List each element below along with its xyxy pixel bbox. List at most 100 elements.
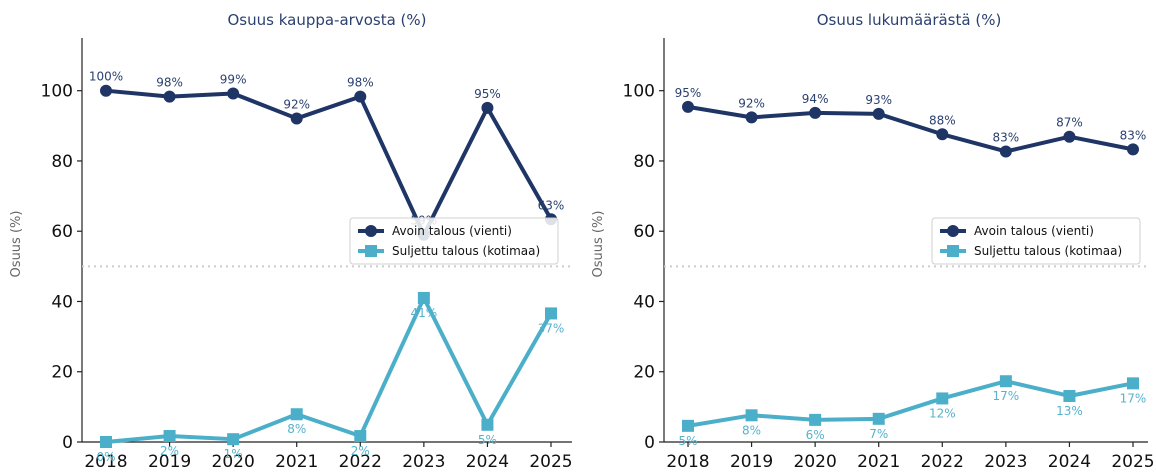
legend-box: [349, 217, 559, 265]
data-point-open: [745, 111, 758, 124]
y-tick-label: 100: [41, 82, 73, 102]
data-point-open: [1127, 143, 1139, 156]
legend: Avoin talous (vienti) Suljettu talous (ko…: [349, 217, 559, 265]
legend-label-closed: Suljettu talous (kotimaa): [974, 244, 1122, 258]
legend-label-open: Avoin talous (vienti): [974, 224, 1094, 238]
data-label-closed: 41%: [411, 306, 438, 320]
data-point-closed: [1063, 389, 1076, 402]
y-tick-label: 20: [51, 363, 73, 383]
y-tick-label: 60: [633, 222, 655, 242]
data-label-closed: 7%: [869, 427, 888, 441]
data-label-open: 100%: [89, 70, 123, 84]
x-tick-label: 2020: [212, 452, 255, 472]
data-label-closed: 17%: [1120, 391, 1147, 405]
data-label-open: 92%: [738, 96, 765, 110]
data-point-closed: [100, 436, 112, 448]
data-label-closed: 5%: [478, 433, 497, 447]
y-tick-label: 20: [633, 363, 655, 383]
y-tick-label: 40: [51, 292, 73, 312]
data-point-closed: [1127, 377, 1139, 390]
series-line-closed: [105, 295, 553, 444]
data-point-closed: [745, 409, 758, 422]
data-point-open: [163, 90, 176, 103]
data-label-closed: 13%: [1056, 404, 1083, 418]
data-point-closed: [809, 413, 822, 426]
data-label-closed: 0%: [96, 450, 115, 464]
data-label-open: 83%: [993, 130, 1020, 144]
data-point-open: [100, 84, 112, 97]
x-tick-label: 2023: [402, 452, 445, 472]
x-tick-label: 2022: [921, 452, 964, 472]
data-point-closed: [545, 307, 557, 320]
legend: Avoin talous (vienti) Suljettu talous (ko…: [931, 217, 1141, 265]
data-point-open: [354, 90, 367, 103]
data-label-open: 63%: [538, 198, 565, 212]
data-label-closed: 1%: [224, 447, 243, 461]
data-point-closed: [999, 375, 1012, 388]
x-tick-label: 2018: [666, 452, 709, 472]
data-point-closed: [417, 291, 430, 304]
y-tick-label: 0: [644, 433, 655, 453]
x-tick-label: 2025: [1111, 452, 1154, 472]
data-label-open: 83%: [1120, 128, 1147, 142]
data-label-open: 88%: [929, 113, 956, 127]
legend-label-open: Avoin talous (vienti): [392, 224, 512, 238]
data-point-closed: [163, 430, 176, 443]
chart-panel-2: Osuus lukumäärästä (%) 0 20 40 60 80 100 2018 20…: [591, 11, 1155, 472]
data-point-closed: [290, 408, 303, 421]
legend-marker-open: [365, 225, 377, 237]
data-point-closed: [682, 419, 694, 432]
data-label-closed: 2%: [160, 444, 179, 458]
y-axis-label: Osuus (%): [591, 211, 606, 278]
legend-marker-closed: [365, 245, 377, 257]
series-line-closed: [687, 379, 1134, 428]
x-tick-label: 2018: [84, 452, 127, 472]
data-point-open: [872, 107, 885, 120]
data-label-open: 94%: [802, 92, 829, 106]
series-line-open: [687, 104, 1134, 154]
x-tick-label: 2019: [730, 452, 773, 472]
x-tick-label: 2024: [466, 452, 509, 472]
x-tick-label: 2024: [1048, 452, 1091, 472]
data-point-closed: [872, 412, 885, 425]
data-label-open: 98%: [156, 76, 183, 90]
x-tick-label: 2021: [275, 452, 318, 472]
data-label-open: 92%: [283, 97, 310, 111]
data-label-closed: 37%: [538, 321, 565, 335]
y-tick-label: 80: [633, 152, 655, 172]
x-tick-label: 2022: [339, 452, 382, 472]
data-label-closed: 8%: [742, 423, 761, 437]
legend-label-closed: Suljettu talous (kotimaa): [392, 244, 540, 258]
data-label-closed: 12%: [929, 406, 956, 420]
data-label-closed: 5%: [678, 434, 697, 448]
data-point-open: [999, 145, 1012, 158]
x-tick-label: 2019: [148, 452, 191, 472]
data-label-closed: 6%: [806, 428, 825, 442]
legend-marker-open: [947, 225, 959, 237]
chart-panel-1: Osuus kauppa-arvosta (%) 0 20 40 60 80 100 2018…: [9, 11, 573, 472]
data-label-open: 93%: [865, 93, 892, 107]
data-label-open: 95%: [675, 86, 702, 100]
data-point-closed: [481, 418, 494, 431]
data-label-open: 98%: [347, 76, 374, 90]
y-axis-label: Osuus (%): [9, 211, 24, 278]
data-point-open: [290, 112, 303, 125]
data-point-open: [1063, 130, 1076, 143]
series-line-open: [105, 88, 553, 237]
x-tick-label: 2021: [857, 452, 900, 472]
x-tick-label: 2020: [794, 452, 837, 472]
data-point-open: [809, 106, 822, 119]
data-label-open: 87%: [1056, 116, 1083, 130]
data-point-open: [936, 128, 949, 141]
data-point-open: [481, 101, 494, 114]
data-label-closed: 8%: [287, 422, 306, 436]
data-point-open: [682, 100, 694, 113]
y-tick-label: 60: [51, 222, 73, 242]
y-tick-label: 80: [51, 152, 73, 172]
data-label-open: 95%: [474, 87, 501, 101]
chart-title: Osuus lukumäärästä (%): [817, 11, 1002, 29]
legend-box: [931, 217, 1141, 265]
data-point-closed: [227, 433, 240, 446]
y-tick-label: 40: [633, 292, 655, 312]
